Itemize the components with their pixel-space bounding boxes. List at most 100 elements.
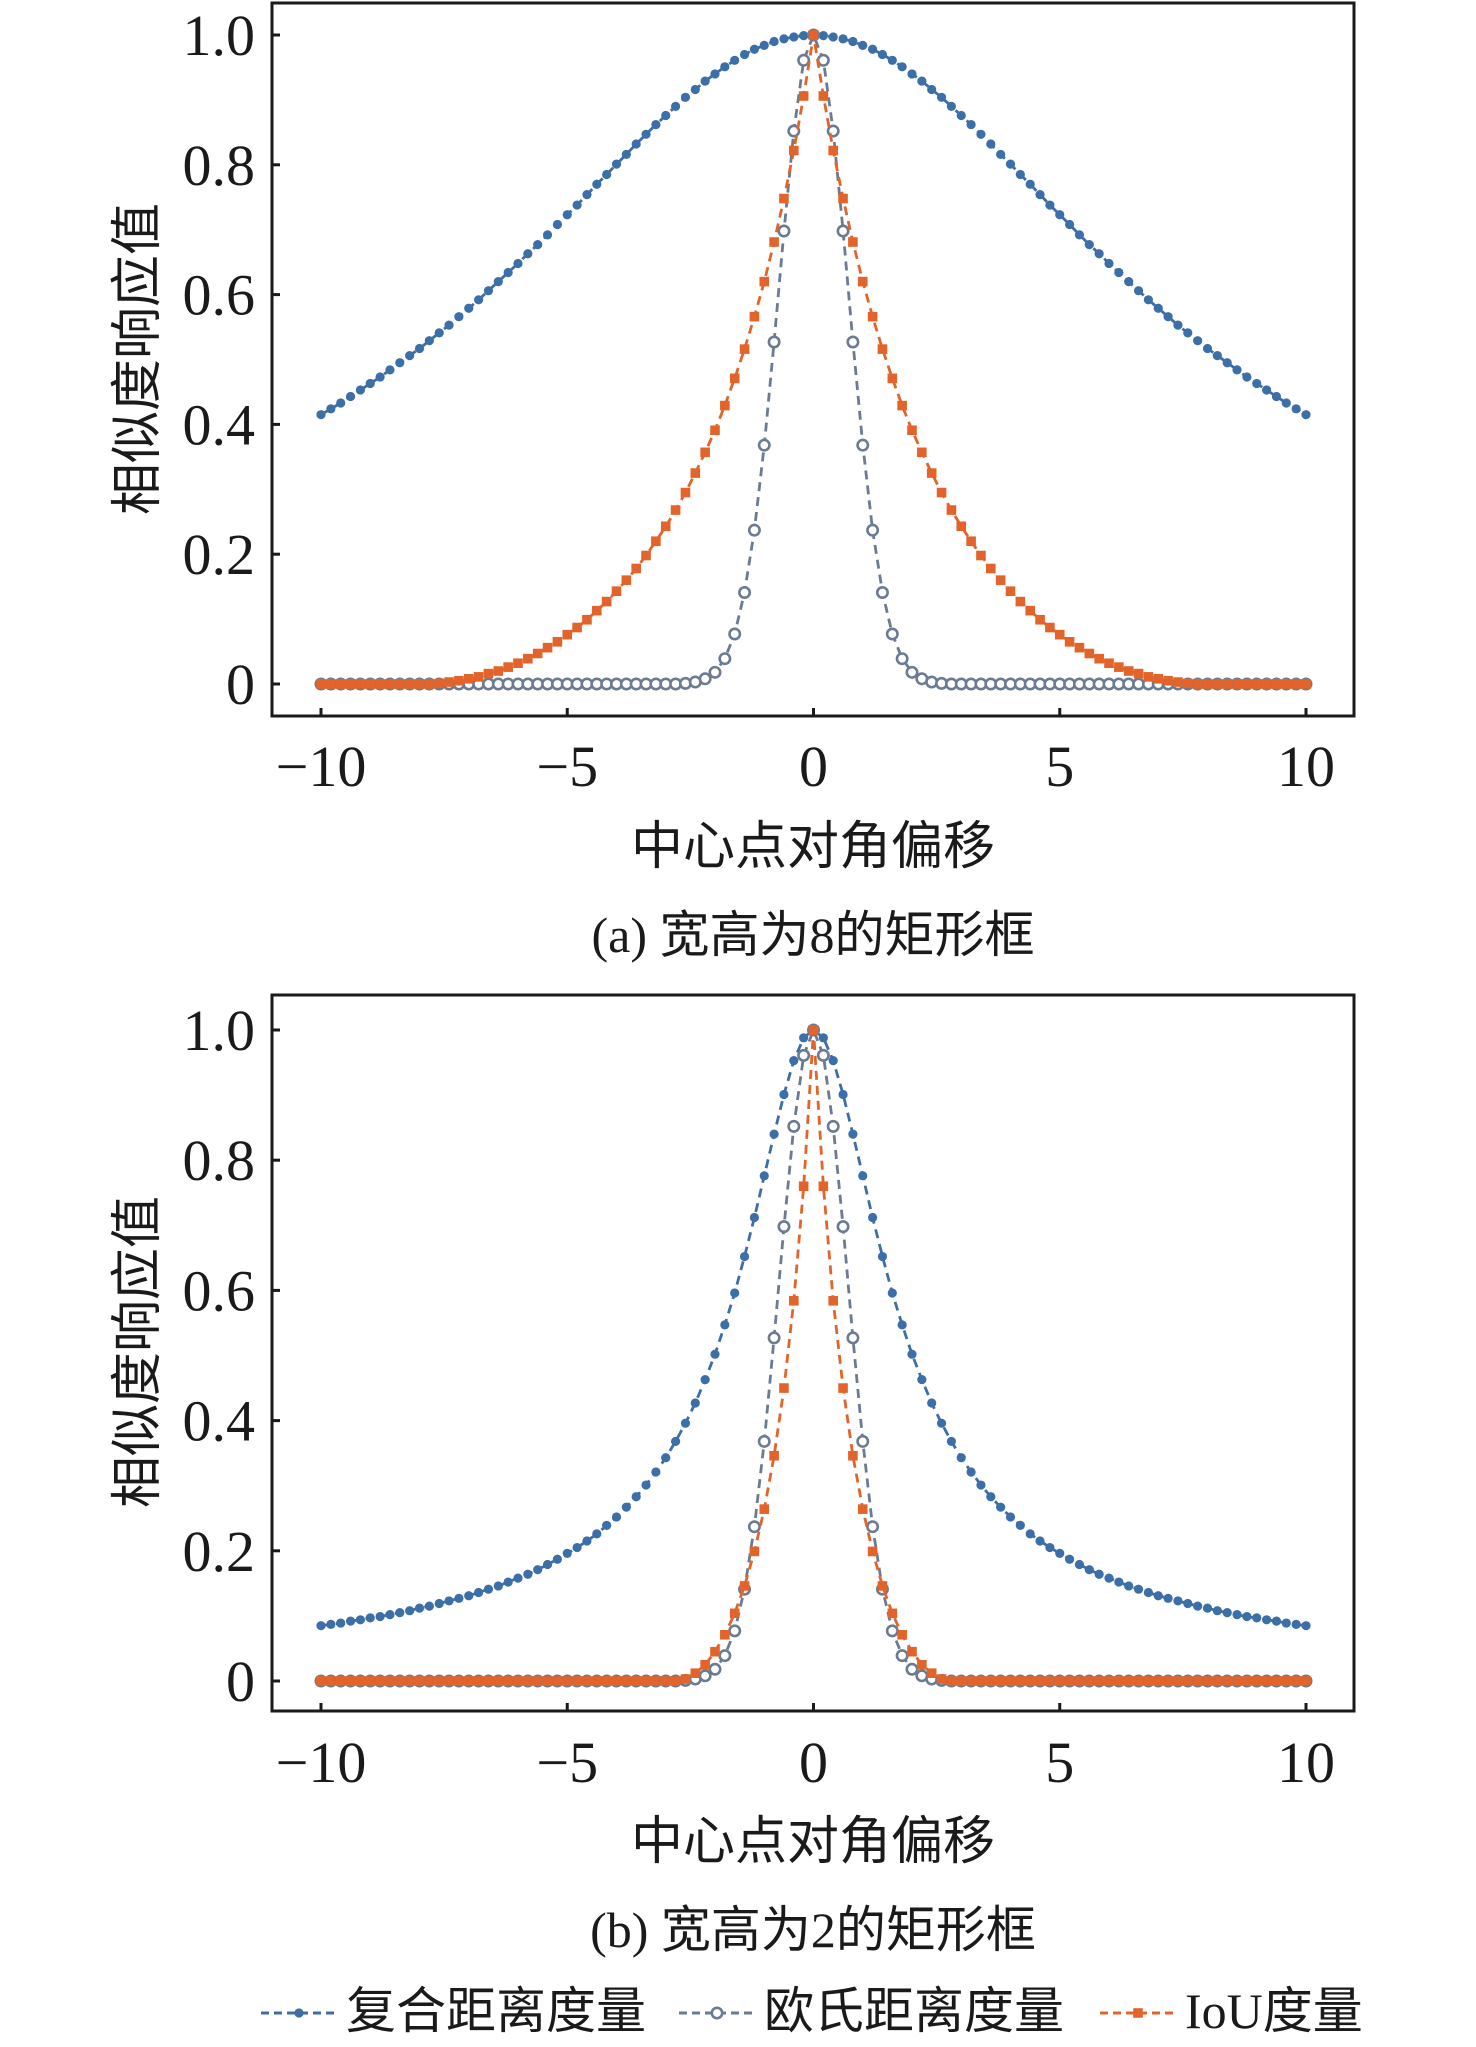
data-point	[434, 678, 444, 689]
data-point	[503, 662, 513, 672]
data-point	[936, 487, 947, 498]
data-point	[582, 614, 592, 625]
data-point	[700, 76, 710, 86]
data-point	[1281, 679, 1292, 689]
data-point	[444, 677, 454, 687]
data-point	[1291, 679, 1301, 689]
data-point	[1094, 1569, 1104, 1579]
x-tick-label: 0	[799, 734, 828, 799]
data-point	[690, 1668, 701, 1678]
data-point	[493, 1676, 504, 1686]
data-point	[523, 653, 533, 664]
data-point	[444, 320, 454, 330]
data-point	[720, 400, 730, 411]
data-point	[777, 224, 791, 238]
data-point	[698, 672, 712, 686]
data-point	[936, 1418, 947, 1428]
data-point	[1281, 398, 1291, 408]
legend-label: 欧氏距离度量	[764, 1983, 1064, 2039]
data-point	[867, 311, 878, 322]
data-point	[572, 200, 582, 210]
data-point	[905, 1662, 919, 1676]
data-point	[424, 1601, 434, 1611]
data-point	[739, 1581, 750, 1591]
data-point	[946, 505, 957, 515]
data-point	[1133, 286, 1144, 296]
data-point	[661, 1453, 671, 1463]
data-point	[757, 438, 771, 452]
data-point	[414, 1676, 425, 1686]
data-point	[326, 1676, 336, 1686]
data-point	[767, 335, 781, 349]
data-point	[464, 303, 474, 313]
data-point	[779, 34, 789, 44]
data-point	[680, 92, 691, 102]
data-point	[651, 119, 661, 130]
data-point	[698, 1669, 712, 1683]
data-point	[345, 391, 356, 402]
data-point	[601, 596, 612, 607]
data-point	[690, 84, 700, 95]
data-point	[621, 1502, 631, 1512]
data-point	[503, 1577, 513, 1587]
y-tick-label: 0.2	[183, 522, 256, 587]
data-point	[836, 224, 850, 238]
x-tick-label: −10	[276, 1730, 367, 1795]
data-point	[1183, 1598, 1193, 1609]
data-point	[816, 1048, 830, 1062]
data-point	[866, 1520, 880, 1534]
x-axis-title: 中心点对角偏移	[631, 819, 995, 876]
data-point	[779, 1089, 789, 1100]
data-point	[671, 101, 681, 111]
data-point	[877, 1581, 888, 1591]
data-point	[621, 575, 632, 585]
data-point	[818, 1033, 828, 1043]
data-point	[875, 585, 889, 599]
data-point	[759, 40, 769, 50]
data-point	[660, 1676, 671, 1686]
data-point	[986, 1492, 996, 1502]
data-point	[405, 1606, 415, 1616]
y-axis-title: 相似度响应值	[110, 1196, 167, 1508]
data-point	[680, 1674, 691, 1684]
data-point	[1271, 391, 1282, 402]
data-point	[1212, 351, 1222, 361]
data-point	[769, 1129, 779, 1139]
data-point	[1153, 303, 1163, 313]
data-point	[572, 622, 582, 633]
data-point	[868, 44, 878, 54]
data-point	[1271, 679, 1282, 689]
data-point	[1025, 179, 1035, 189]
data-point	[1301, 1676, 1311, 1686]
data-point	[395, 1676, 405, 1686]
series-euclidean	[314, 1023, 1313, 1688]
data-point	[690, 1398, 700, 1408]
data-point	[1064, 1676, 1075, 1686]
plot-area: −10 −5 0 5 10 0 0.2 0.4 0.6 0.8 1.0	[183, 998, 1336, 1795]
series-line	[321, 34, 1306, 686]
data-point	[592, 1529, 602, 1539]
data-point	[956, 110, 966, 121]
data-point	[582, 190, 592, 200]
data-point	[828, 32, 838, 42]
data-point	[631, 139, 641, 149]
data-point	[552, 219, 563, 230]
data-point	[1084, 240, 1094, 250]
x-tick-label: −10	[276, 734, 367, 799]
data-point	[1261, 1676, 1272, 1686]
y-tick-label: 0.8	[183, 133, 256, 198]
data-point	[602, 1520, 612, 1531]
data-point	[651, 1676, 661, 1686]
data-point	[986, 563, 996, 574]
data-point	[1143, 1676, 1154, 1686]
data-point	[542, 642, 553, 653]
data-point	[404, 679, 415, 689]
data-point	[1005, 1512, 1016, 1522]
data-point	[562, 629, 573, 640]
data-point	[848, 1450, 858, 1461]
data-point	[936, 1674, 947, 1684]
data-point	[1232, 365, 1242, 375]
data-point	[542, 230, 553, 240]
data-point	[789, 1296, 799, 1306]
